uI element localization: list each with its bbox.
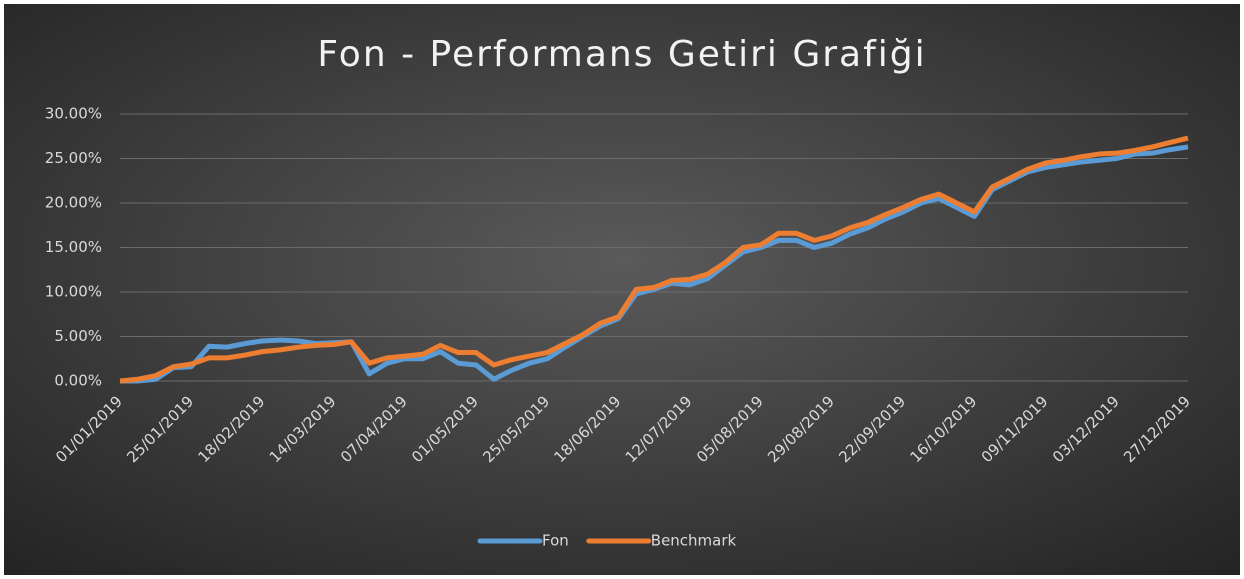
chart-title: Fon - Performans Getiri Grafiği — [317, 34, 926, 75]
y-tick-label: 25.00% — [45, 149, 102, 167]
legend-label: Fon — [542, 532, 569, 550]
y-tick-label: 30.00% — [45, 105, 102, 123]
y-tick-label: 5.00% — [54, 327, 102, 345]
chart-background — [4, 4, 1240, 575]
legend-label: Benchmark — [651, 532, 737, 550]
series-line — [119, 135, 1189, 384]
y-tick-label: 15.00% — [45, 238, 102, 256]
y-tick-label: 0.00% — [54, 372, 102, 390]
y-tick-label: 20.00% — [45, 194, 102, 212]
y-tick-label: 10.00% — [45, 283, 102, 301]
